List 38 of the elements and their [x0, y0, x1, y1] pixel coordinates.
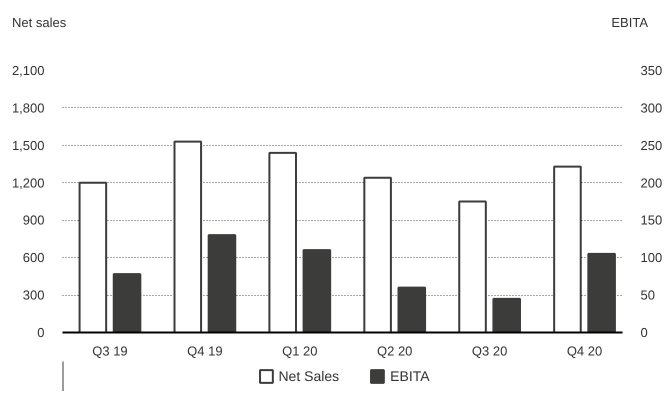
bar: [458, 200, 487, 332]
y-tick-label: 600: [22, 250, 45, 266]
bar: [398, 286, 426, 332]
legend-label: Net Sales: [278, 368, 340, 384]
bar: [553, 166, 582, 332]
bar: [112, 273, 142, 332]
bar: [78, 182, 108, 332]
bar: [208, 234, 236, 332]
y-tick-label: 0: [37, 325, 45, 340]
bar: [268, 152, 297, 332]
x-tick-label: Q3 20: [472, 344, 508, 358]
y2-tick-label: 200: [640, 175, 662, 190]
y2-tick-label: 50: [640, 288, 655, 303]
bar: [492, 298, 521, 332]
y-tick-label: 1,200: [12, 175, 45, 190]
y-tick-label: 1,800: [12, 100, 45, 116]
y-axis-title: Net sales: [12, 14, 66, 32]
x-tick-label: Q1 20: [282, 344, 318, 358]
x-tick-label: Q3 19: [92, 344, 128, 358]
x-tick-label: Q2 20: [376, 344, 412, 358]
y-tick-label: 900: [22, 212, 45, 228]
y2-tick-label: 0: [640, 325, 648, 340]
y-tick-label: 2,100: [12, 63, 45, 78]
y2-tick-label: 150: [640, 212, 662, 228]
bar: [302, 249, 332, 332]
legend-label: EBITA: [390, 368, 430, 384]
y2-axis-title: EBITA: [611, 14, 648, 32]
y2-tick-label: 250: [640, 138, 662, 153]
x-tick-label: Q4 20: [566, 344, 602, 358]
bar: [363, 176, 392, 332]
y-tick-label: 1,500: [12, 138, 45, 153]
y2-tick-label: 100: [640, 250, 662, 266]
y2-tick-label: 350: [640, 63, 662, 78]
y-tick-label: 300: [22, 288, 45, 303]
y2-tick-label: 300: [640, 100, 662, 116]
bar: [174, 140, 202, 332]
bar: [587, 252, 616, 332]
x-tick-label: Q4 19: [187, 344, 223, 358]
